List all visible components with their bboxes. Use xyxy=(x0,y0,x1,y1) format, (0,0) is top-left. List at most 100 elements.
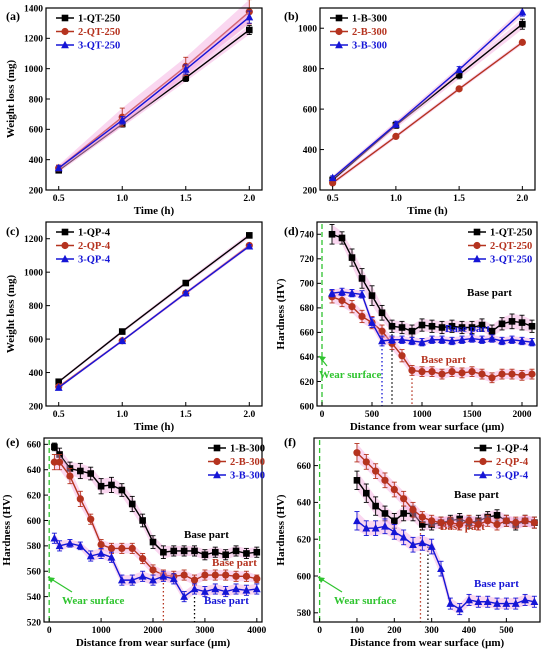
data-point xyxy=(86,551,95,560)
data-point xyxy=(392,132,400,141)
data-point xyxy=(478,321,486,329)
x-tick-label: 1000 xyxy=(92,626,111,636)
series-line xyxy=(332,23,523,181)
x-tick-label: 2000 xyxy=(513,410,532,420)
data-point xyxy=(211,548,219,556)
legend-label: 3-B-300 xyxy=(230,471,265,482)
data-point xyxy=(108,481,115,489)
data-point xyxy=(528,370,536,378)
data-point xyxy=(448,336,456,345)
data-point xyxy=(468,334,476,342)
x-tick-label: 2.0 xyxy=(243,410,255,420)
base-part-label: Base part xyxy=(445,323,490,335)
data-point xyxy=(51,443,58,451)
error-band xyxy=(58,0,250,172)
data-point xyxy=(211,584,220,593)
data-point xyxy=(493,511,501,519)
panel-label: (a) xyxy=(6,9,20,23)
data-point xyxy=(408,327,416,335)
x-axis-label: Time (h) xyxy=(134,421,175,433)
data-point xyxy=(149,575,157,584)
x-tick-label: 1000 xyxy=(413,410,432,420)
data-point xyxy=(488,374,496,382)
data-point xyxy=(437,564,445,572)
wear-surface-label: Wear surface xyxy=(334,595,397,607)
legend-marker xyxy=(61,40,69,49)
data-point xyxy=(253,575,261,583)
data-point xyxy=(358,312,366,321)
data-point xyxy=(474,597,483,606)
legend-marker xyxy=(479,444,487,452)
data-point xyxy=(428,322,436,330)
data-point xyxy=(221,587,230,595)
data-point xyxy=(328,288,336,297)
data-point xyxy=(245,12,254,21)
x-axis-label: Time (h) xyxy=(134,205,175,217)
data-point xyxy=(76,541,85,550)
base-part-label: Base part xyxy=(184,529,229,541)
data-point xyxy=(128,500,136,508)
wear-surface-label: Wear surface xyxy=(62,595,125,607)
plot-frame xyxy=(45,221,263,407)
legend-marker xyxy=(335,27,343,36)
data-point xyxy=(55,541,64,550)
data-point xyxy=(458,369,466,377)
x-tick-label: 500 xyxy=(499,626,514,636)
x-tick-label: 1.0 xyxy=(116,194,128,204)
data-point xyxy=(87,470,95,477)
data-point xyxy=(107,552,116,561)
y-tick-label: 800 xyxy=(29,302,44,312)
y-tick-label: 400 xyxy=(29,369,44,379)
legend-marker xyxy=(473,228,481,236)
data-point xyxy=(50,458,58,466)
chart-panel-f: 0 100 200 300 400 500 580 600 620 640 660 Distance … xyxy=(275,435,541,649)
data-point xyxy=(518,319,526,326)
data-point xyxy=(428,368,436,376)
y-tick-label: 740 xyxy=(300,231,315,241)
data-point xyxy=(191,547,198,555)
data-point xyxy=(211,571,219,579)
data-point xyxy=(190,576,199,584)
y-tick-label: 200 xyxy=(29,402,44,412)
base-part-label: Base part xyxy=(467,287,512,299)
data-point xyxy=(232,572,240,580)
data-point xyxy=(76,495,84,503)
chart-panel-b: 0.5 1.0 1.5 2.0 200 400 600 800 1000 Time (h) (b) 1… xyxy=(284,7,536,217)
base-part-label: Base part xyxy=(474,578,519,590)
series-1-QT-250 xyxy=(55,24,253,174)
y-tick-label: 620 xyxy=(27,491,42,501)
data-point xyxy=(438,324,446,331)
data-point xyxy=(348,288,356,297)
data-point xyxy=(182,279,190,287)
y-tick-label: 800 xyxy=(29,95,44,105)
y-tick-label: 640 xyxy=(27,466,42,476)
data-point xyxy=(128,575,137,584)
x-tick-label: 1.0 xyxy=(390,194,402,204)
series-line xyxy=(58,234,250,383)
error-band xyxy=(54,454,257,586)
data-point xyxy=(348,303,356,311)
data-point xyxy=(398,335,406,344)
data-point xyxy=(372,467,380,475)
x-tick-label: 1.5 xyxy=(453,194,465,204)
data-point xyxy=(493,520,501,529)
x-tick-label: 2.0 xyxy=(243,194,255,204)
y-axis-label: Hardness (HV) xyxy=(1,494,13,566)
series-line xyxy=(58,11,250,169)
legend-label: 1-QT-250 xyxy=(490,228,532,239)
data-point xyxy=(159,572,168,580)
data-point xyxy=(521,595,529,604)
data-point xyxy=(232,584,240,593)
series-3-QP-4 xyxy=(54,241,254,391)
x-axis-label: Distance from wear surface (μm) xyxy=(350,637,505,649)
data-point xyxy=(182,74,190,82)
wear-surface-arrowhead xyxy=(48,577,55,583)
data-point xyxy=(362,523,371,532)
data-point xyxy=(446,599,455,607)
data-point xyxy=(418,337,426,346)
data-point xyxy=(190,584,199,593)
data-point xyxy=(528,322,536,330)
y-tick-label: 1200 xyxy=(24,235,43,245)
legend-marker xyxy=(479,457,487,466)
